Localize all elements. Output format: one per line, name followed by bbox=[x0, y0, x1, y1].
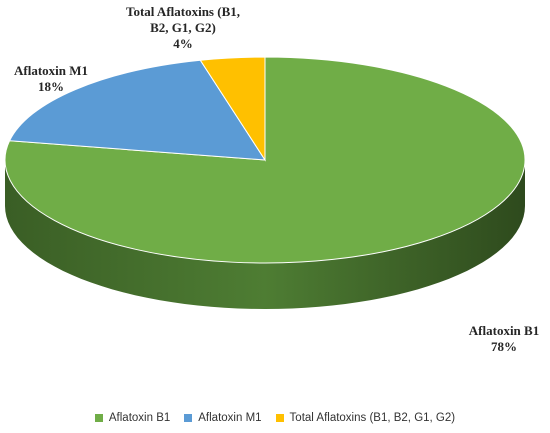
legend-swatch-total bbox=[275, 414, 284, 422]
data-label-b1-name: Aflatoxin B1 bbox=[468, 323, 540, 338]
data-label-total-value: 4% bbox=[173, 36, 193, 51]
legend-swatch-m1 bbox=[184, 414, 193, 422]
data-label-total-line1: Total Aflatoxins (B1, bbox=[125, 4, 240, 19]
pie-tops bbox=[4, 56, 526, 264]
pie-slice-3 bbox=[199, 56, 266, 162]
pie-side-1 bbox=[5, 160, 525, 309]
data-label-b1-value: 78% bbox=[491, 339, 517, 354]
data-label-aflatoxin-m1: Aflatoxin M1 18% bbox=[2, 63, 100, 95]
pie-slice-1 bbox=[4, 56, 526, 264]
legend-item-aflatoxin-b1: Aflatoxin B1 bbox=[94, 412, 171, 424]
legend-item-total-aflatoxins: Total Aflatoxins (B1, B2, G1, G2) bbox=[275, 412, 456, 424]
pie-chart bbox=[4, 56, 526, 309]
data-label-aflatoxin-b1: Aflatoxin B1 78% bbox=[458, 323, 550, 355]
chart-legend: Aflatoxin B1 Aflatoxin M1 Total Aflatoxi… bbox=[0, 408, 550, 428]
pie-sides bbox=[5, 160, 525, 309]
data-label-total-aflatoxins: Total Aflatoxins (B1, B2, G1, G2) 4% bbox=[118, 4, 248, 52]
legend-label-m1: Aflatoxin M1 bbox=[198, 412, 262, 424]
data-label-m1-value: 18% bbox=[38, 79, 64, 94]
data-label-m1-name: Aflatoxin M1 bbox=[13, 63, 89, 78]
legend-item-aflatoxin-m1: Aflatoxin M1 bbox=[184, 412, 262, 424]
legend-swatch-b1 bbox=[94, 414, 103, 422]
legend-label-b1: Aflatoxin B1 bbox=[108, 412, 171, 424]
data-label-total-line2: B2, G1, G2) bbox=[150, 20, 216, 35]
pie-slice-2 bbox=[8, 59, 266, 161]
legend-label-total: Total Aflatoxins (B1, B2, G1, G2) bbox=[289, 412, 456, 424]
